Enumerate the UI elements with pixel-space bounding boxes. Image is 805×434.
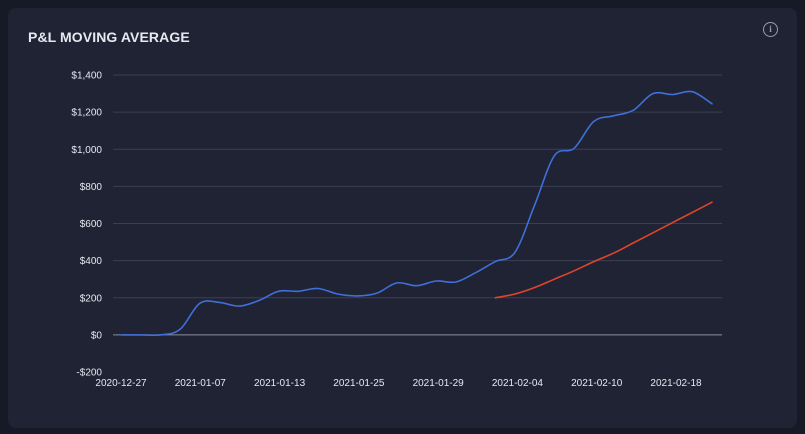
pnl-series-line [120, 90, 713, 337]
x-tick-label: 2021-01-13 [254, 378, 306, 389]
x-tick-label: 2021-01-25 [333, 378, 385, 389]
y-axis: -$200 $0 $200 $400 $600 $800 $1,000 $1,200 $1,40… [71, 71, 102, 379]
y-tick-label: -$200 [76, 368, 102, 379]
x-tick-label: 2021-02-18 [650, 378, 702, 389]
y-tick-label: $800 [80, 182, 103, 193]
x-tick-label: 2021-02-10 [571, 378, 623, 389]
x-tick-label: 2021-02-04 [492, 378, 544, 389]
y-tick-label: $1,000 [71, 145, 102, 156]
y-tick-label: $600 [80, 219, 103, 230]
y-tick-label: $400 [80, 256, 103, 267]
y-tick-label: $200 [80, 293, 103, 304]
grid-lines [113, 74, 722, 336]
x-tick-label: 2021-01-07 [175, 378, 227, 389]
y-tick-label: $1,400 [71, 71, 102, 82]
y-tick-label: $1,200 [71, 108, 102, 119]
moving-average-series-line [494, 201, 713, 299]
x-axis: 2020-12-27 2021-01-07 2021-01-13 2021-01-25… [95, 378, 702, 389]
x-tick-label: 2020-12-27 [95, 378, 147, 389]
series-lines [120, 90, 713, 337]
y-tick-label: $0 [91, 330, 103, 341]
info-circle-icon[interactable]: i [763, 22, 778, 37]
chart-card: P&L MOVING AVERAGE i [8, 8, 797, 428]
chart-title: P&L MOVING AVERAGE [28, 29, 190, 45]
x-tick-label: 2021-01-29 [413, 378, 465, 389]
